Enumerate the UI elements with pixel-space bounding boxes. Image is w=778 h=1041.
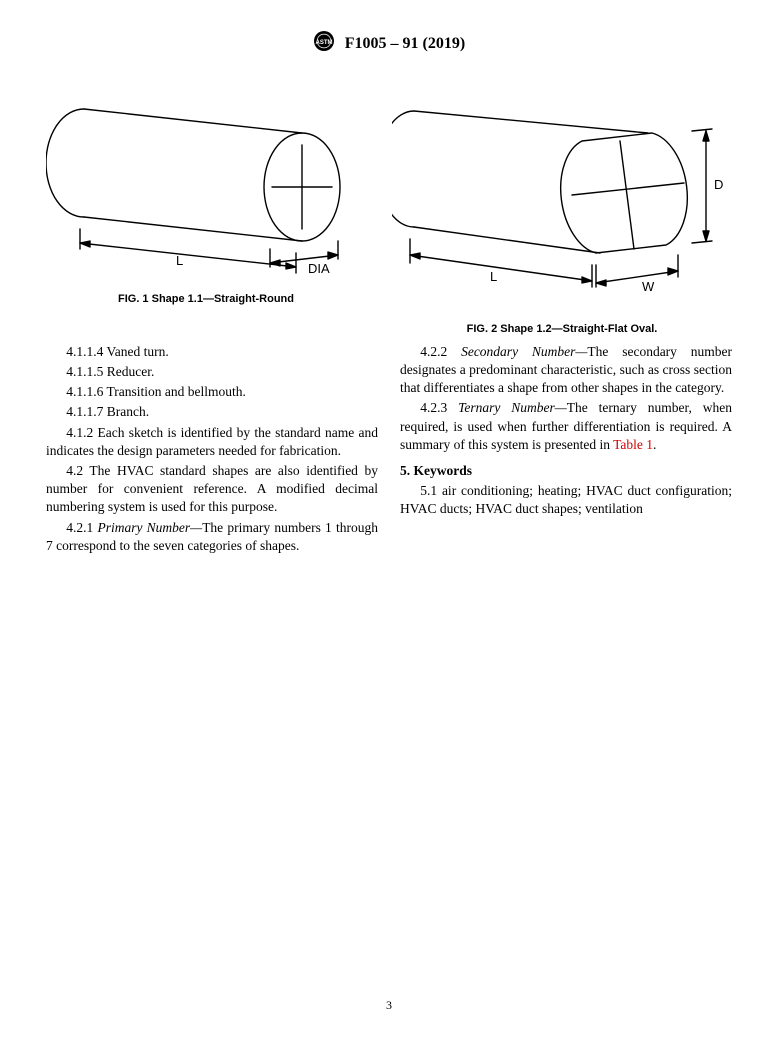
- page-header: ASTM F1005 – 91 (2019): [46, 30, 732, 59]
- para-5-1: 5.1 air conditioning; heating; HVAC duct…: [400, 482, 732, 518]
- fig2-label-W: W: [642, 279, 655, 294]
- section-5-heading: 5. Keywords: [400, 462, 732, 480]
- figure-1: L DIA FIG. 1 Shape 1.1—Straight-Round: [46, 71, 366, 307]
- para-4-2-3-term: Ternary Number—: [458, 400, 567, 415]
- para-4-1-1-5: 4.1.1.5 Reducer.: [46, 363, 378, 381]
- figure-2: L W D FIG. 2 Shape 1.2—Straight-Flat Ova…: [392, 71, 732, 337]
- figure-1-caption: FIG. 1 Shape 1.1—Straight-Round: [46, 292, 366, 307]
- astm-logo-icon: ASTM: [313, 30, 335, 59]
- para-4-2-3: 4.2.3 Ternary Number—The ternary number,…: [400, 399, 732, 454]
- para-4-2-1-lead: 4.2.1: [66, 520, 97, 535]
- para-4-2-3-rest-b: .: [653, 437, 656, 452]
- para-4-2-2-term: Secondary Number—: [461, 344, 587, 359]
- para-4-2-1-term: Primary Number—: [97, 520, 202, 535]
- para-4-2-3-lead: 4.2.3: [420, 400, 458, 415]
- page-number: 3: [0, 997, 778, 1013]
- standard-designation: F1005 – 91 (2019): [345, 35, 465, 52]
- para-4-2-1: 4.2.1 Primary Number—The primary numbers…: [46, 519, 378, 555]
- table-1-link[interactable]: Table 1: [613, 437, 653, 452]
- fig2-label-L: L: [490, 269, 497, 284]
- para-4-1-2: 4.1.2 Each sketch is identified by the s…: [46, 424, 378, 460]
- para-4-1-1-4: 4.1.1.4 Vaned turn.: [46, 343, 378, 361]
- figure-2-caption: FIG. 2 Shape 1.2—Straight-Flat Oval.: [392, 322, 732, 337]
- fig1-label-DIA: DIA: [308, 261, 330, 276]
- svg-text:ASTM: ASTM: [315, 40, 332, 46]
- para-4-2-2: 4.2.2 Secondary Number—The secondary num…: [400, 343, 732, 398]
- para-4-2: 4.2 The HVAC standard shapes are also id…: [46, 462, 378, 517]
- fig1-label-L: L: [176, 253, 183, 268]
- para-4-2-2-lead: 4.2.2: [420, 344, 461, 359]
- para-4-1-1-7: 4.1.1.7 Branch.: [46, 403, 378, 421]
- fig2-label-D: D: [714, 177, 723, 192]
- para-4-1-1-6: 4.1.1.6 Transition and bellmouth.: [46, 383, 378, 401]
